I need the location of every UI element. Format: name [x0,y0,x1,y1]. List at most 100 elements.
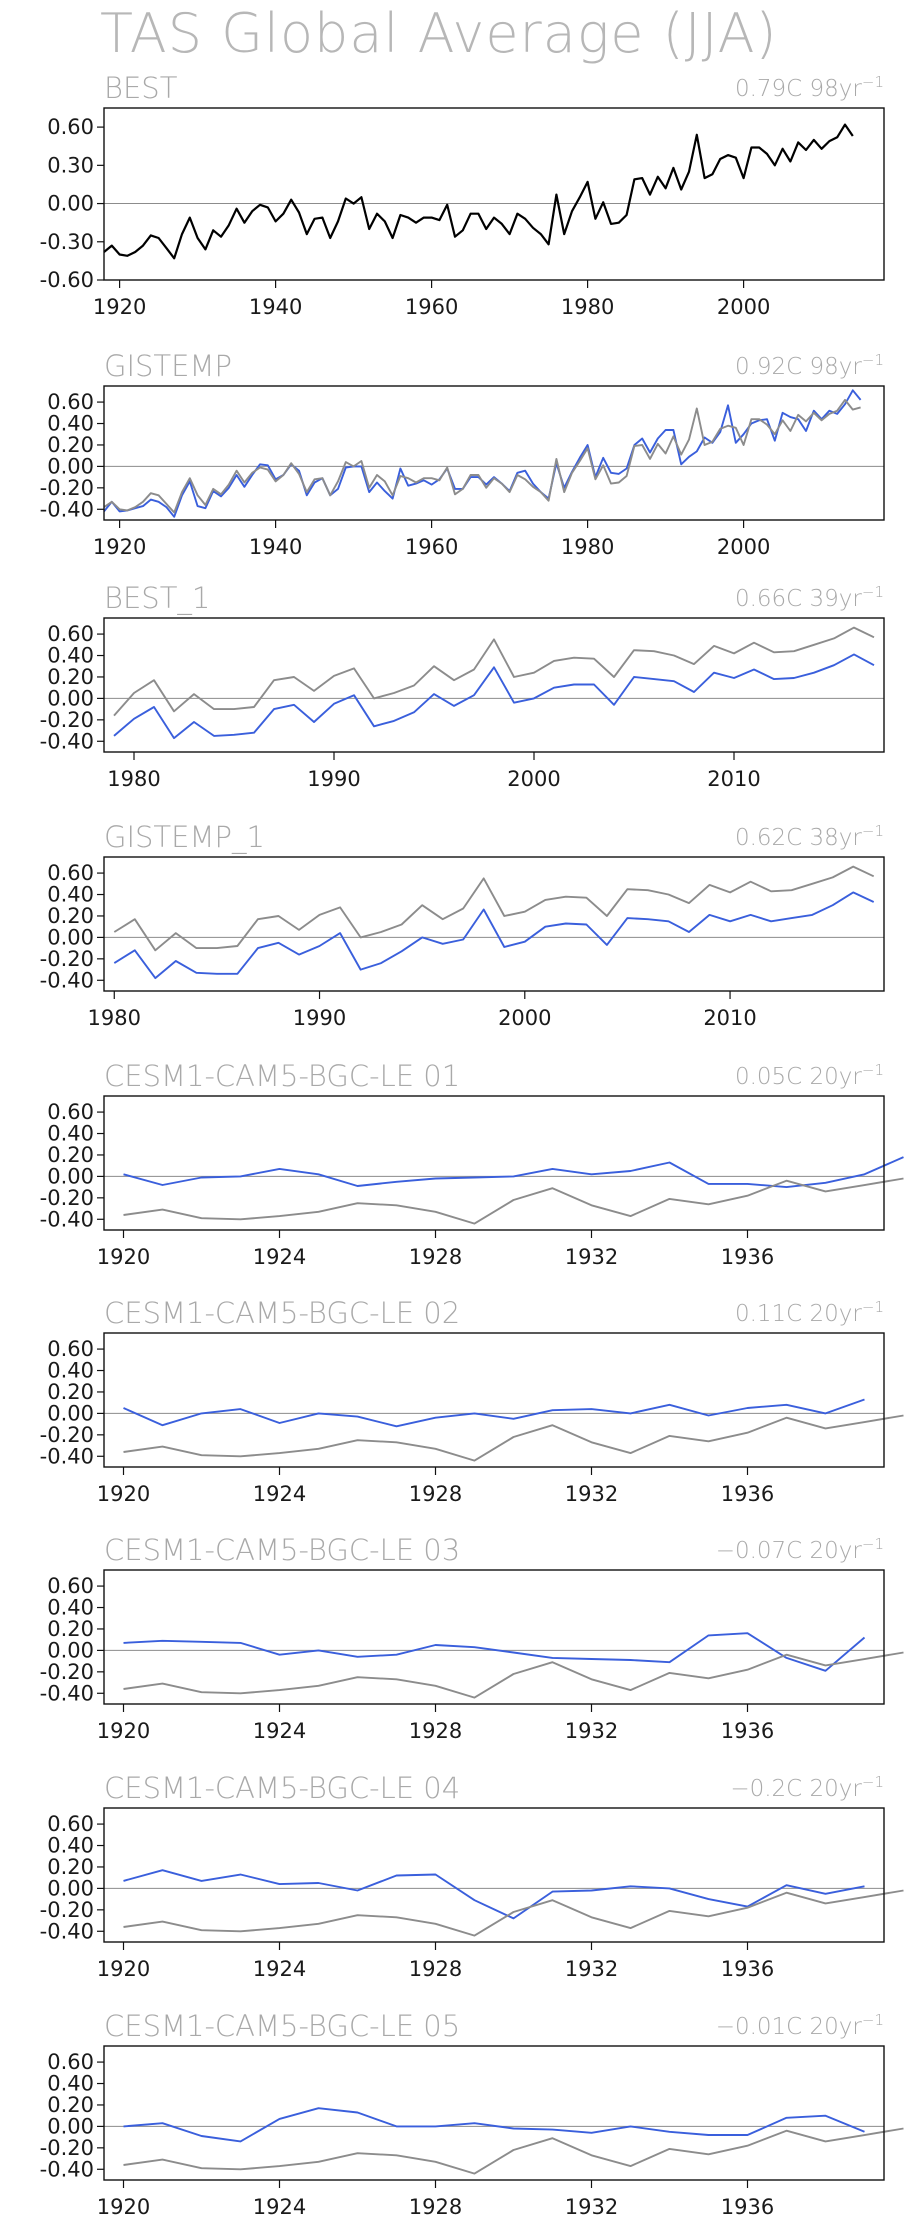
x-tick-label: 1928 [409,1245,462,1269]
x-tick-label: 1932 [565,2195,618,2219]
panel-title: CESM1-CAM5-BGC-LE 02 [104,1296,460,1330]
y-tick-label: 0.00 [47,686,94,710]
y-tick-label: -0.40 [40,729,94,753]
x-tick-label: 1990 [307,767,360,791]
chart-panel: CESM1-CAM5-BGC-LE 05 −0.01C 20yr−1 0.600.4… [40,2009,904,2219]
trend-value: 0.66C 39yr [735,586,862,612]
chart-panel: CESM1-CAM5-BGC-LE 02 0.11C 20yr−1 0.600.40… [40,1296,904,1506]
y-tick-label: 0.00 [47,1401,94,1425]
panel-trend: 0.66C 39yr−1 [735,583,884,612]
y-tick-label: 0.40 [47,883,94,907]
x-tick-label: 2010 [703,1006,756,1030]
x-tick-label: 1920 [97,1245,150,1269]
chart-panel: CESM1-CAM5-BGC-LE 04 −0.2C 20yr−1 0.600.40… [40,1771,904,1981]
x-tick-label: 1980 [561,295,614,319]
trend-value: 0.79C 98yr [735,76,862,102]
panel-title: CESM1-CAM5-BGC-LE 05 [104,2009,460,2043]
x-tick-label: 1932 [565,1957,618,1981]
panel-title: BEST_1 [104,581,210,616]
panel-trend: 0.79C 98yr−1 [735,73,884,102]
y-tick-label: 0.20 [47,1855,94,1879]
panels-container: BEST 0.79C 98yr−10.600.300.00-0.30-0.6019… [40,71,904,2219]
trend-exponent: −1 [862,73,884,91]
y-tick-label: -0.40 [40,497,94,521]
x-tick-label: 1960 [405,535,458,559]
model-series-line [123,1398,865,1428]
chart-panel: CESM1-CAM5-BGC-LE 03 −0.07C 20yr−1 0.600.4… [40,1533,904,1743]
plot-frame [103,856,885,992]
x-tick-label: 1936 [721,2195,774,2219]
panel-trend: 0.62C 38yr−1 [735,822,884,851]
x-tick-label: 1980 [561,535,614,559]
x-tick-label: 1936 [721,1957,774,1981]
y-tick-label: -0.20 [40,708,94,732]
x-tick-label: 1980 [88,1006,141,1030]
reference-series-line [123,1414,904,1462]
trend-value: −0.01C 20yr [716,2014,863,2040]
reference-series-line [123,2127,904,2175]
x-tick-label: 1920 [97,1482,150,1506]
y-tick-label: 0.00 [47,925,94,949]
trend-exponent: −1 [862,351,884,369]
reference-series-line [113,865,875,952]
plot-frame [103,1332,885,1468]
x-tick-label: 1924 [253,1482,306,1506]
trend-exponent: −1 [862,1535,884,1553]
y-tick-label: -0.40 [40,1681,94,1705]
y-tick-label: 0.60 [47,1100,94,1124]
x-tick-label: 1928 [409,1482,462,1506]
x-tick-label: 1990 [293,1006,346,1030]
y-tick-label: 0.40 [47,412,94,436]
panel-trend: −0.01C 20yr−1 [716,2011,884,2040]
x-tick-label: 1920 [93,535,146,559]
model-series-line [123,2107,865,2143]
x-tick-label: 1932 [565,1245,618,1269]
trend-exponent: −1 [862,2011,884,2029]
plot-frame [103,1569,885,1705]
chart-panel: GISTEMP_1 0.62C 38yr−10.600.400.200.00-0.… [40,820,885,1030]
y-tick-label: 0.00 [47,1638,94,1662]
chart-panel: CESM1-CAM5-BGC-LE 01 0.05C 20yr−1 0.600.40… [40,1059,904,1269]
model-series-line [113,653,875,740]
trend-value: 0.92C 98yr [735,354,862,380]
y-tick-label: -0.40 [40,2157,94,2181]
model-series-line [123,1632,866,1672]
model-series-line [123,1869,865,1920]
y-tick-label: 0.30 [47,153,94,177]
model-series-line [113,891,875,980]
panel-title: CESM1-CAM5-BGC-LE 03 [104,1533,460,1567]
x-tick-label: 1920 [97,1957,150,1981]
chart-panel: BEST_1 0.66C 39yr−1 0.600.400.200.00-0.20-… [40,581,885,791]
x-tick-label: 1932 [565,1719,618,1743]
x-tick-label: 2000 [498,1006,551,1030]
x-tick-label: 1920 [93,295,146,319]
y-tick-label: -0.40 [40,1444,94,1468]
chart-panel: GISTEMP 0.92C 98yr−1 0.600.400.200.00-0.20… [40,349,885,559]
x-tick-label: 1936 [721,1245,774,1269]
x-tick-label: 1940 [249,535,302,559]
y-tick-label: -0.20 [40,476,94,500]
plot-frame [103,617,885,753]
y-tick-label: 0.20 [47,433,94,457]
panel-title: GISTEMP [104,349,232,383]
panel-trend: −0.07C 20yr−1 [716,1535,884,1564]
x-tick-label: 1920 [97,2195,150,2219]
y-tick-label: -0.40 [40,1207,94,1231]
chart-panel: BEST 0.79C 98yr−1 0.60 0.30 0.00 -0.30 -0.60 19… [40,71,885,319]
y-tick-label: -0.30 [40,230,94,254]
y-tick-label: 0.40 [47,644,94,668]
y-tick-label: 0.60 [47,861,94,885]
x-tick-label: 1936 [721,1482,774,1506]
x-tick-label: 2000 [717,295,770,319]
x-tick-label: 1960 [405,295,458,319]
y-tick-label: 0.60 [47,622,94,646]
panel-title: CESM1-CAM5-BGC-LE 01 [104,1059,460,1093]
trend-value: 0.05C 20yr [735,1064,862,1090]
trend-exponent: −1 [862,1298,884,1316]
y-tick-label: -0.40 [40,968,94,992]
figure-title: TAS Global Average (JJA) [100,2,778,65]
observed-series-line [103,123,854,260]
trend-value: −0.07C 20yr [716,1538,863,1564]
y-tick-label: 0.00 [47,1164,94,1188]
